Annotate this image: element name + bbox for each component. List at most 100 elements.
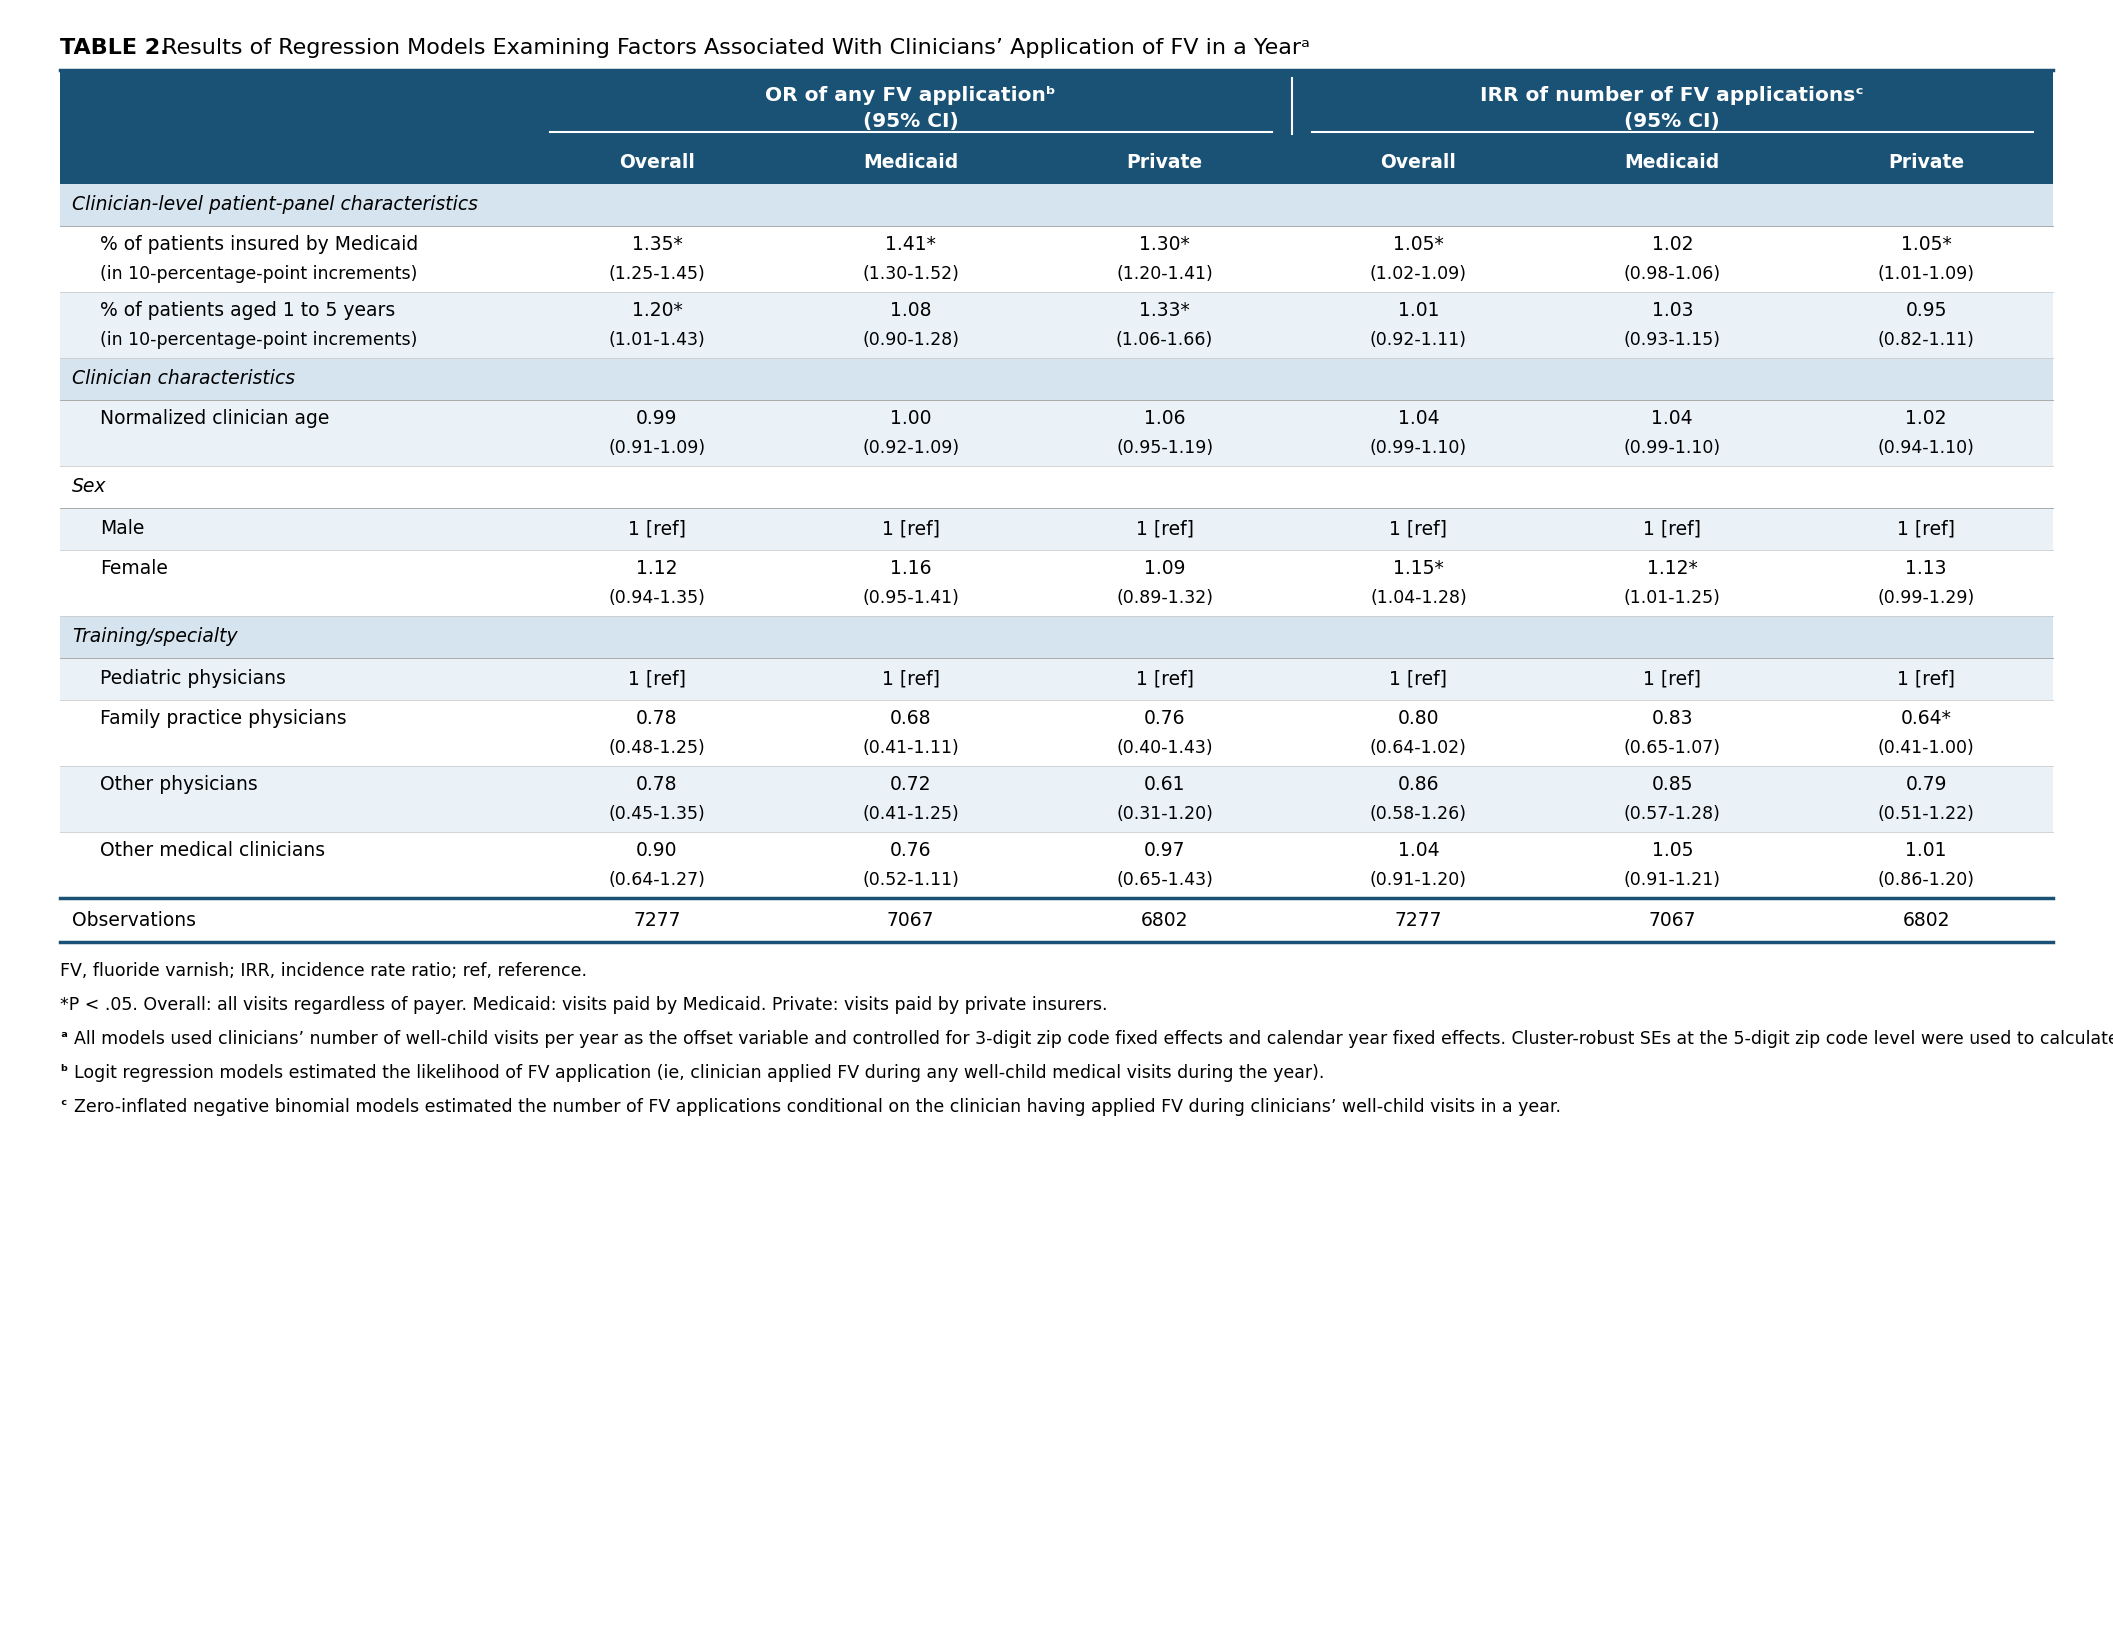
- Text: 1.04: 1.04: [1397, 841, 1439, 861]
- Text: ᵇ: ᵇ: [59, 1064, 68, 1079]
- Text: 1 [ref]: 1 [ref]: [628, 669, 687, 689]
- Text: (0.45-1.35): (0.45-1.35): [609, 805, 706, 823]
- Text: (in 10-percentage-point increments): (in 10-percentage-point increments): [99, 264, 418, 282]
- Text: OR of any FV applicationᵇ: OR of any FV applicationᵇ: [765, 86, 1056, 104]
- Text: Normalized clinician age: Normalized clinician age: [99, 410, 330, 428]
- Text: (0.57-1.28): (0.57-1.28): [1623, 805, 1720, 823]
- Bar: [59, 183, 2054, 226]
- Text: 0.79: 0.79: [1906, 775, 1946, 795]
- Text: 0.72: 0.72: [890, 775, 932, 795]
- Bar: [59, 767, 2054, 833]
- Text: 0.83: 0.83: [1652, 709, 1693, 729]
- Text: (0.65-1.07): (0.65-1.07): [1623, 738, 1720, 757]
- Text: (in 10-percentage-point increments): (in 10-percentage-point increments): [99, 330, 418, 349]
- Text: (0.93-1.15): (0.93-1.15): [1623, 330, 1720, 349]
- Text: 1.35*: 1.35*: [632, 235, 682, 254]
- Text: (0.31-1.20): (0.31-1.20): [1116, 805, 1213, 823]
- Text: Pediatric physicians: Pediatric physicians: [99, 669, 285, 689]
- Text: Medicaid: Medicaid: [1625, 154, 1720, 172]
- Text: 1.04: 1.04: [1652, 410, 1693, 428]
- Text: 0.99: 0.99: [636, 410, 678, 428]
- Text: Overall: Overall: [619, 154, 695, 172]
- Text: Clinician characteristics: Clinician characteristics: [72, 370, 296, 388]
- Text: 0.80: 0.80: [1397, 709, 1439, 729]
- Text: Logit regression models estimated the likelihood of FV application (ie, clinicia: Logit regression models estimated the li…: [74, 1064, 1325, 1082]
- Text: 1.16: 1.16: [890, 558, 932, 578]
- Text: (0.95-1.41): (0.95-1.41): [862, 588, 959, 606]
- Text: 1.02: 1.02: [1906, 410, 1946, 428]
- Text: (0.64-1.02): (0.64-1.02): [1369, 738, 1466, 757]
- Text: (95% CI): (95% CI): [1625, 112, 1720, 132]
- Text: 0.78: 0.78: [636, 709, 678, 729]
- Text: (0.94-1.10): (0.94-1.10): [1878, 438, 1974, 456]
- Text: 1 [ref]: 1 [ref]: [881, 519, 940, 539]
- Text: Overall: Overall: [1380, 154, 1456, 172]
- Text: % of patients aged 1 to 5 years: % of patients aged 1 to 5 years: [99, 301, 395, 320]
- Text: (0.40-1.43): (0.40-1.43): [1116, 738, 1213, 757]
- Text: (0.82-1.11): (0.82-1.11): [1878, 330, 1974, 349]
- Text: 1.01: 1.01: [1397, 301, 1439, 320]
- Text: 0.76: 0.76: [890, 841, 932, 861]
- Text: (0.41-1.00): (0.41-1.00): [1878, 738, 1974, 757]
- Text: 1 [ref]: 1 [ref]: [1897, 519, 1955, 539]
- Text: 1.09: 1.09: [1143, 558, 1185, 578]
- Text: 0.86: 0.86: [1397, 775, 1439, 795]
- Text: (0.99-1.29): (0.99-1.29): [1878, 588, 1976, 606]
- Text: 1 [ref]: 1 [ref]: [1644, 669, 1701, 689]
- Bar: [59, 833, 2054, 899]
- Text: 7277: 7277: [634, 910, 680, 930]
- Text: (0.95-1.19): (0.95-1.19): [1116, 438, 1213, 456]
- Text: Other physicians: Other physicians: [99, 775, 258, 795]
- Text: 1.03: 1.03: [1652, 301, 1693, 320]
- Text: (0.94-1.35): (0.94-1.35): [609, 588, 706, 606]
- Text: 0.76: 0.76: [1143, 709, 1185, 729]
- Text: (0.91-1.21): (0.91-1.21): [1623, 871, 1720, 889]
- Bar: [59, 69, 2054, 183]
- Text: 0.78: 0.78: [636, 775, 678, 795]
- Text: (1.01-1.25): (1.01-1.25): [1623, 588, 1720, 606]
- Text: 0.85: 0.85: [1652, 775, 1693, 795]
- Text: ᶜ: ᶜ: [59, 1099, 66, 1113]
- Text: (0.91-1.20): (0.91-1.20): [1369, 871, 1466, 889]
- Text: 1.05*: 1.05*: [1392, 235, 1443, 254]
- Bar: [59, 616, 2054, 657]
- Text: Private: Private: [1126, 154, 1202, 172]
- Text: All models used clinicians’ number of well-child visits per year as the offset v: All models used clinicians’ number of we…: [74, 1029, 2113, 1047]
- Text: 1.41*: 1.41*: [885, 235, 936, 254]
- Text: (0.91-1.09): (0.91-1.09): [609, 438, 706, 456]
- Text: (1.04-1.28): (1.04-1.28): [1369, 588, 1466, 606]
- Text: 7277: 7277: [1395, 910, 1443, 930]
- Text: FV, fluoride varnish; IRR, incidence rate ratio; ref, reference.: FV, fluoride varnish; IRR, incidence rat…: [59, 961, 587, 980]
- Text: (0.48-1.25): (0.48-1.25): [609, 738, 706, 757]
- Text: (1.25-1.45): (1.25-1.45): [609, 264, 706, 282]
- Text: (1.30-1.52): (1.30-1.52): [862, 264, 959, 282]
- Text: 6802: 6802: [1902, 910, 1950, 930]
- Bar: [59, 400, 2054, 466]
- Text: 1 [ref]: 1 [ref]: [881, 669, 940, 689]
- Text: (0.90-1.28): (0.90-1.28): [862, 330, 959, 349]
- Text: Results of Regression Models Examining Factors Associated With Clinicians’ Appli: Results of Regression Models Examining F…: [154, 38, 1310, 58]
- Text: (0.58-1.26): (0.58-1.26): [1369, 805, 1466, 823]
- Bar: [59, 899, 2054, 942]
- Text: 7067: 7067: [887, 910, 934, 930]
- Bar: [59, 358, 2054, 400]
- Text: (95% CI): (95% CI): [862, 112, 959, 132]
- Text: 1.30*: 1.30*: [1139, 235, 1190, 254]
- Text: 1.01: 1.01: [1906, 841, 1946, 861]
- Text: (0.92-1.11): (0.92-1.11): [1369, 330, 1466, 349]
- Bar: [59, 509, 2054, 550]
- Text: 1 [ref]: 1 [ref]: [1135, 669, 1194, 689]
- Text: 1.05*: 1.05*: [1902, 235, 1952, 254]
- Text: 0.97: 0.97: [1143, 841, 1185, 861]
- Text: 1 [ref]: 1 [ref]: [1897, 669, 1955, 689]
- Text: (1.01-1.43): (1.01-1.43): [609, 330, 706, 349]
- Text: TABLE 2.: TABLE 2.: [59, 38, 169, 58]
- Text: 0.61: 0.61: [1143, 775, 1185, 795]
- Text: Observations: Observations: [72, 910, 197, 930]
- Text: Family practice physicians: Family practice physicians: [99, 709, 347, 729]
- Text: *P < .05. Overall: all visits regardless of payer. Medicaid: visits paid by Medi: *P < .05. Overall: all visits regardless…: [59, 996, 1107, 1014]
- Text: 0.68: 0.68: [890, 709, 932, 729]
- Text: (0.52-1.11): (0.52-1.11): [862, 871, 959, 889]
- Bar: [59, 550, 2054, 616]
- Text: Zero-inflated negative binomial models estimated the number of FV applications c: Zero-inflated negative binomial models e…: [74, 1099, 1562, 1117]
